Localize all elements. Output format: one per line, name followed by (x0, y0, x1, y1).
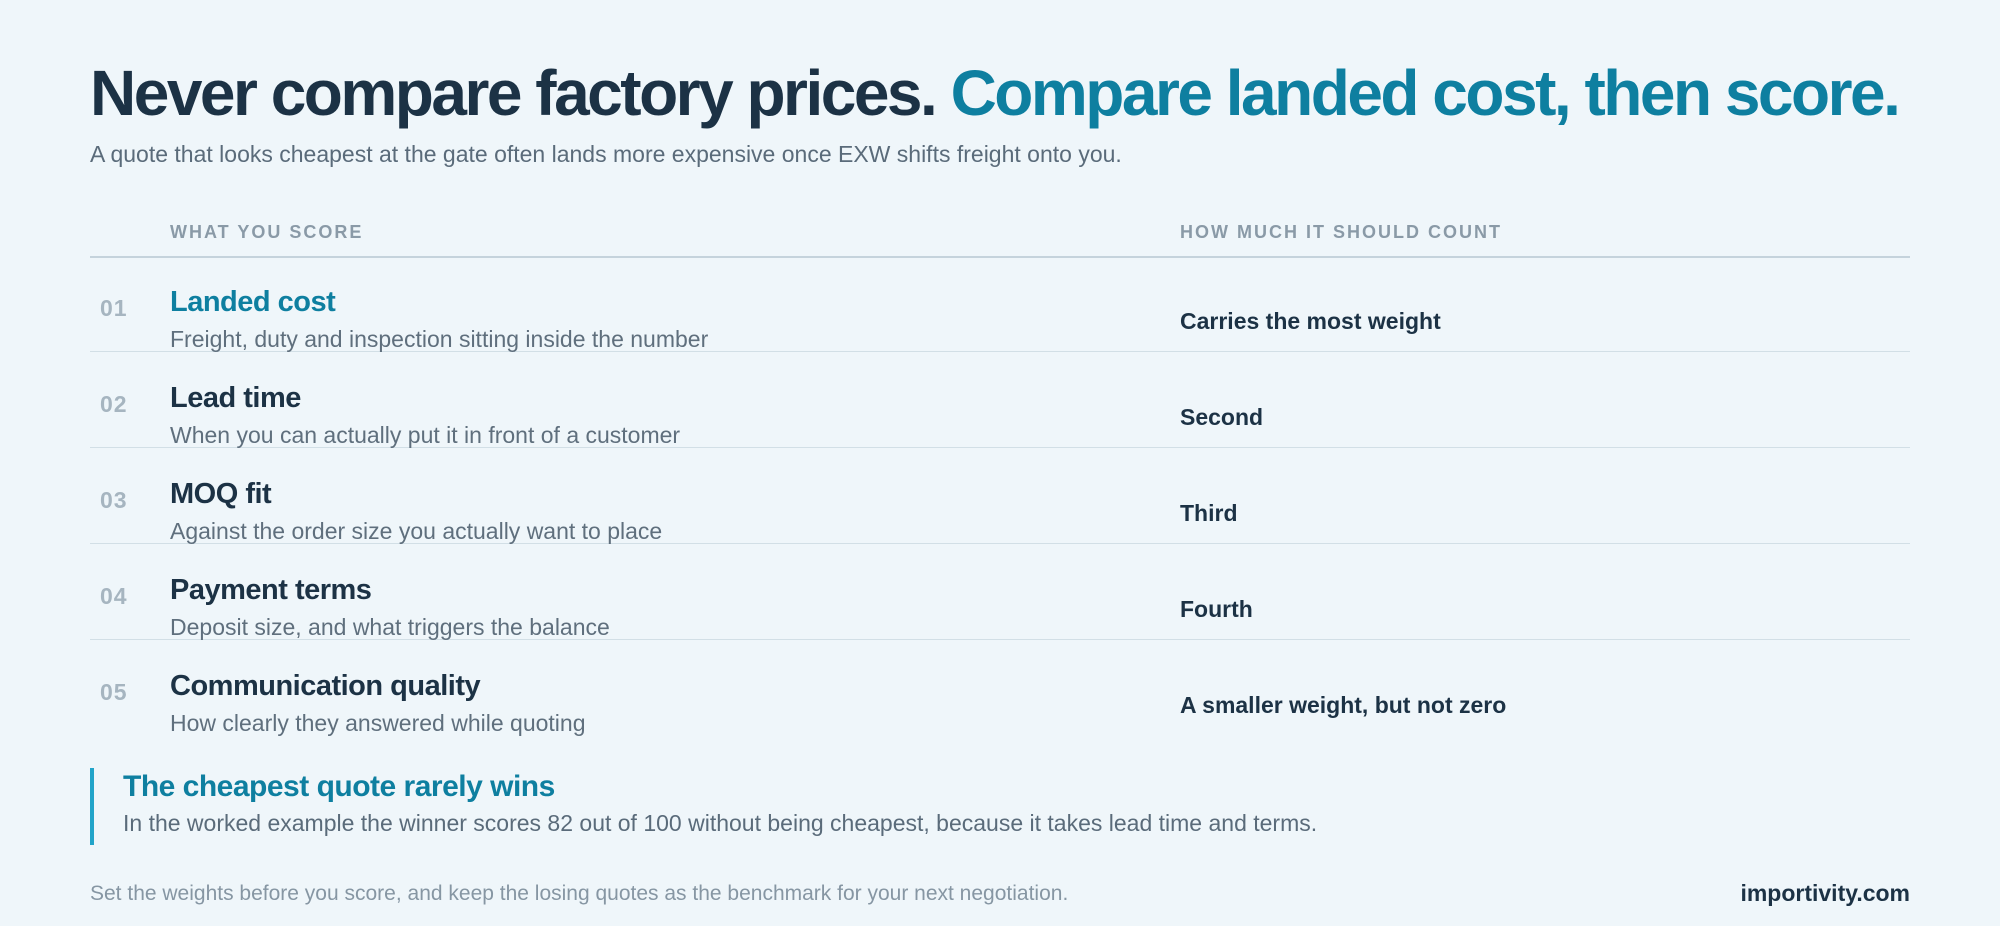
row-number: 03 (100, 487, 128, 513)
callout-text: In the worked example the winner scores … (123, 810, 1318, 836)
table-row: 02 Lead time When you can actually put it … (90, 352, 1910, 448)
footer-note: Set the weights before you score, and ke… (90, 882, 1069, 905)
row-weight: Carries the most weight (1180, 308, 1441, 334)
row-weight: A smaller weight, but not zero (1180, 692, 1507, 718)
row-number: 05 (100, 679, 128, 705)
headline-accent: Compare landed cost, then score. (950, 57, 1901, 129)
subtitle: A quote that looks cheapest at the gate … (90, 141, 1122, 167)
row-number: 02 (100, 391, 128, 417)
table-row: 03 MOQ fit Against the order size you actu… (90, 448, 1910, 544)
column-header: HOW MUCH IT SHOULD COUNT (1180, 222, 1502, 242)
row-description: Against the order size you actually want… (170, 518, 663, 544)
row-number: 04 (100, 583, 128, 609)
row-weight: Fourth (1180, 596, 1253, 622)
row-number: 01 (100, 295, 128, 321)
row-title: Lead time (170, 382, 301, 414)
row-description: How clearly they answered while quoting (170, 710, 586, 736)
callout-title: The cheapest quote rarely wins (123, 770, 555, 803)
column-header: WHAT YOU SCORE (170, 222, 364, 242)
table-row: 01 Landed cost Freight, duty and inspectio… (90, 256, 1910, 352)
table-header: WHAT YOU SCORE HOW MUCH IT SHOULD COUNT (90, 220, 1910, 258)
headline: Never compare factory prices. Compare la… (90, 56, 1901, 130)
row-description: When you can actually put it in front of… (170, 422, 681, 448)
headline-lead: Never compare factory prices. (90, 57, 938, 129)
brand: importivity.com (1740, 880, 1910, 906)
row-description: Freight, duty and inspection sitting ins… (170, 326, 709, 352)
row-weight: Second (1180, 404, 1264, 430)
content: Never compare factory prices. Compare la… (90, 0, 1910, 926)
table-row: 04 Payment terms Deposit size, and what tr… (90, 544, 1910, 640)
row-title: Payment terms (170, 574, 372, 606)
row-title: MOQ fit (170, 478, 272, 510)
table-body: 01 Landed cost Freight, duty and inspectio… (90, 256, 1910, 736)
row-description: Deposit size, and what triggers the bala… (170, 614, 610, 640)
row-title: Landed cost (170, 286, 336, 318)
row-title: Communication quality (170, 670, 481, 702)
callout: The cheapest quote rarely wins In the wo… (90, 768, 1317, 845)
table-row: 05 Communication quality How clearly they … (90, 640, 1910, 736)
row-weight: Third (1180, 500, 1238, 526)
